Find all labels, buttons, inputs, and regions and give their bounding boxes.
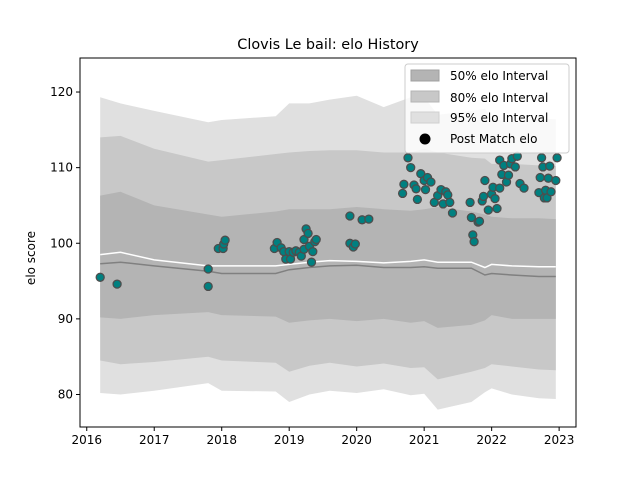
legend-marker-post-match xyxy=(419,133,431,145)
post-match-point xyxy=(443,190,453,200)
post-match-point xyxy=(445,197,455,208)
post-match-point xyxy=(303,228,313,239)
x-tick-label: 2021 xyxy=(409,433,440,447)
post-match-point xyxy=(503,170,514,180)
legend-label-80: 80% elo Interval xyxy=(450,91,548,105)
post-match-point xyxy=(203,281,213,292)
x-tick-label: 2018 xyxy=(206,433,237,447)
x-tick-label: 2020 xyxy=(341,433,372,447)
post-match-point xyxy=(412,194,423,205)
legend-label-95: 95% elo Interval xyxy=(450,111,548,125)
post-match-point xyxy=(543,173,553,183)
post-match-point xyxy=(411,184,421,194)
post-match-point xyxy=(311,234,321,245)
post-match-point xyxy=(552,153,562,163)
legend-swatch-95 xyxy=(410,111,440,124)
post-match-point xyxy=(483,205,493,215)
axes-frame xyxy=(79,57,577,428)
post-match-point xyxy=(490,193,500,204)
post-match-point xyxy=(220,235,230,245)
post-match-point xyxy=(478,191,489,202)
post-match-point xyxy=(495,183,505,193)
post-match-point xyxy=(469,237,479,247)
plot-area xyxy=(95,95,562,410)
band-50 xyxy=(100,191,556,328)
legend-label-post-match: Post Match elo xyxy=(450,132,537,146)
post-match-point xyxy=(474,216,485,226)
y-tick-label: 100 xyxy=(50,236,73,250)
post-match-point xyxy=(447,208,458,218)
chart-title: Clovis Le bail: elo History xyxy=(237,37,419,53)
legend: 50% elo Interval 80% elo Interval 95% el… xyxy=(404,63,570,154)
x-tick-label: 2017 xyxy=(139,433,170,447)
post-match-point xyxy=(519,183,529,193)
post-match-point xyxy=(551,175,561,186)
y-tick-label: 90 xyxy=(58,312,73,326)
post-match-point xyxy=(545,161,555,171)
post-match-point xyxy=(350,239,360,249)
post-match-point xyxy=(465,197,475,208)
post-match-point xyxy=(95,272,105,282)
post-match-point xyxy=(399,179,409,189)
post-match-point xyxy=(536,153,547,163)
post-match-point xyxy=(397,188,408,199)
legend-swatch-80 xyxy=(410,90,440,103)
y-tick-label: 110 xyxy=(50,161,73,175)
axes: 2016 2017 2018 2019 2020 2021 2022 2023 80 90 100 1… xyxy=(50,57,577,447)
post-match-point xyxy=(466,212,477,223)
post-match-point xyxy=(364,214,374,224)
post-match-point xyxy=(203,264,213,274)
post-match-point xyxy=(546,187,556,197)
post-match-point xyxy=(420,184,431,195)
x-tick-label: 2019 xyxy=(274,433,305,447)
post-match-point xyxy=(403,153,413,163)
x-tick-label: 2022 xyxy=(476,433,507,447)
y-axis-label: elo score xyxy=(24,231,38,285)
legend-label-50: 50% elo Interval xyxy=(450,69,548,83)
post-match-point xyxy=(112,279,122,289)
post-match-point xyxy=(306,257,317,267)
post-match-point xyxy=(492,203,502,214)
x-tick-label: 2016 xyxy=(71,433,102,447)
x-tick-label: 2023 xyxy=(544,433,575,447)
post-match-point xyxy=(345,211,355,221)
y-tick-label: 80 xyxy=(58,387,73,401)
post-match-point xyxy=(426,177,436,187)
post-match-point xyxy=(535,172,545,183)
legend-swatch-50 xyxy=(410,69,440,82)
legend-frame xyxy=(404,63,570,154)
post-match-point xyxy=(480,175,490,186)
post-match-point xyxy=(510,162,520,172)
post-match-point xyxy=(406,162,416,173)
post-match-point xyxy=(308,246,318,257)
y-tick-label: 120 xyxy=(50,85,73,99)
